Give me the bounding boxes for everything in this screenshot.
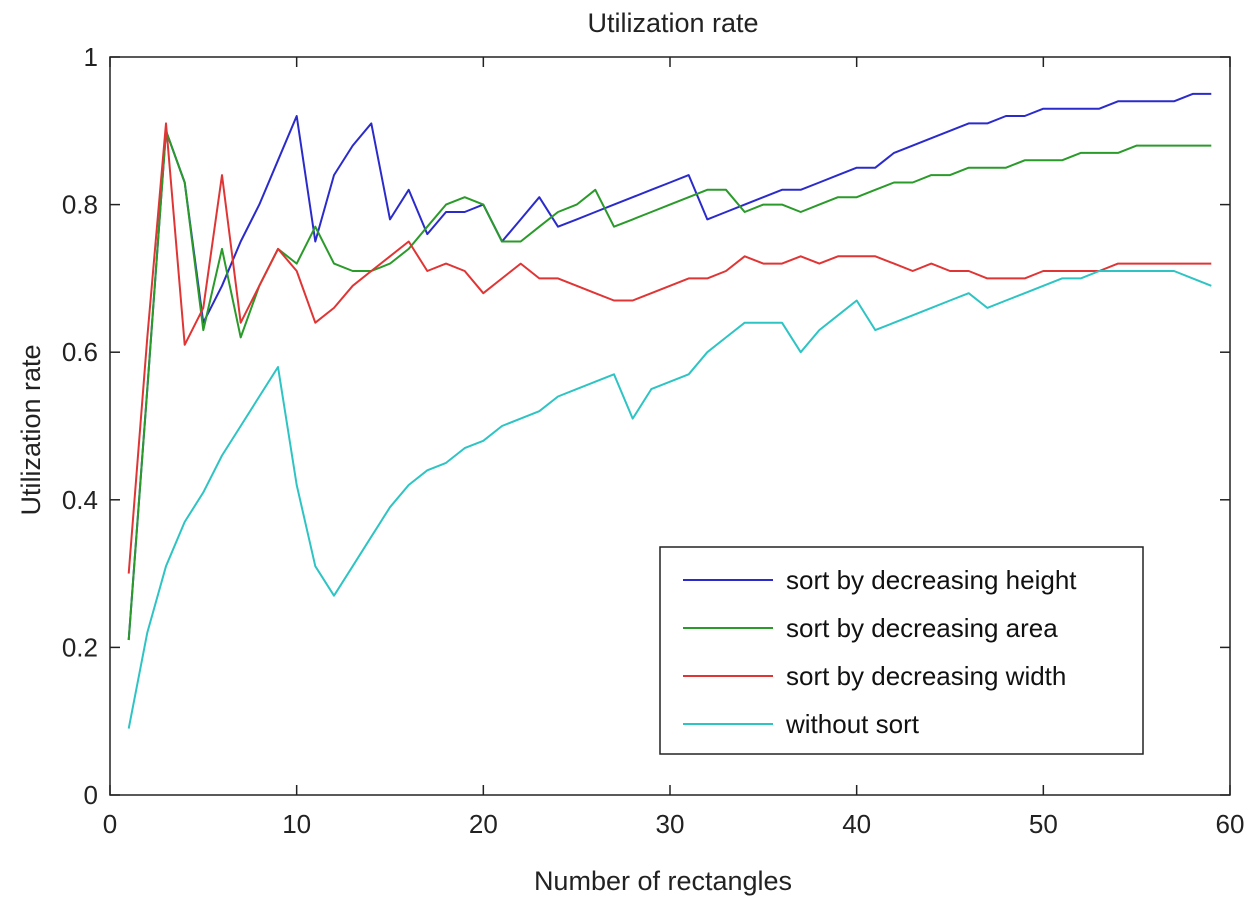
legend-entry-label: sort by decreasing area xyxy=(786,613,1058,643)
x-tick-label: 10 xyxy=(282,809,311,839)
y-tick-label: 0.2 xyxy=(62,632,98,662)
legend-entry-label: without sort xyxy=(785,709,920,739)
y-tick-label: 0.8 xyxy=(62,190,98,220)
x-tick-label: 60 xyxy=(1216,809,1245,839)
legend-entry-label: sort by decreasing width xyxy=(786,661,1066,691)
y-axis-title: Utilization rate xyxy=(16,344,46,515)
x-tick-label: 30 xyxy=(656,809,685,839)
chart-title: Utilization rate xyxy=(587,8,758,38)
y-tick-label: 0.4 xyxy=(62,485,98,515)
y-tick-label: 0 xyxy=(84,780,98,810)
series-line-1 xyxy=(127,92,1212,641)
series-line-2 xyxy=(127,129,1212,641)
series-line-3 xyxy=(127,122,1212,574)
legend-entry-label: sort by decreasing height xyxy=(786,565,1077,595)
x-tick-label: 50 xyxy=(1029,809,1058,839)
x-tick-label: 20 xyxy=(469,809,498,839)
x-axis-title: Number of rectangles xyxy=(534,866,792,896)
legend-box xyxy=(659,546,1144,755)
series-line-4 xyxy=(127,270,1212,729)
x-tick-label: 40 xyxy=(842,809,871,839)
y-tick-label: 0.6 xyxy=(62,337,98,367)
legend: sort by decreasing height sort by decreas… xyxy=(659,546,1144,755)
y-tick-label: 1 xyxy=(84,42,98,72)
x-tick-label: 0 xyxy=(103,809,117,839)
